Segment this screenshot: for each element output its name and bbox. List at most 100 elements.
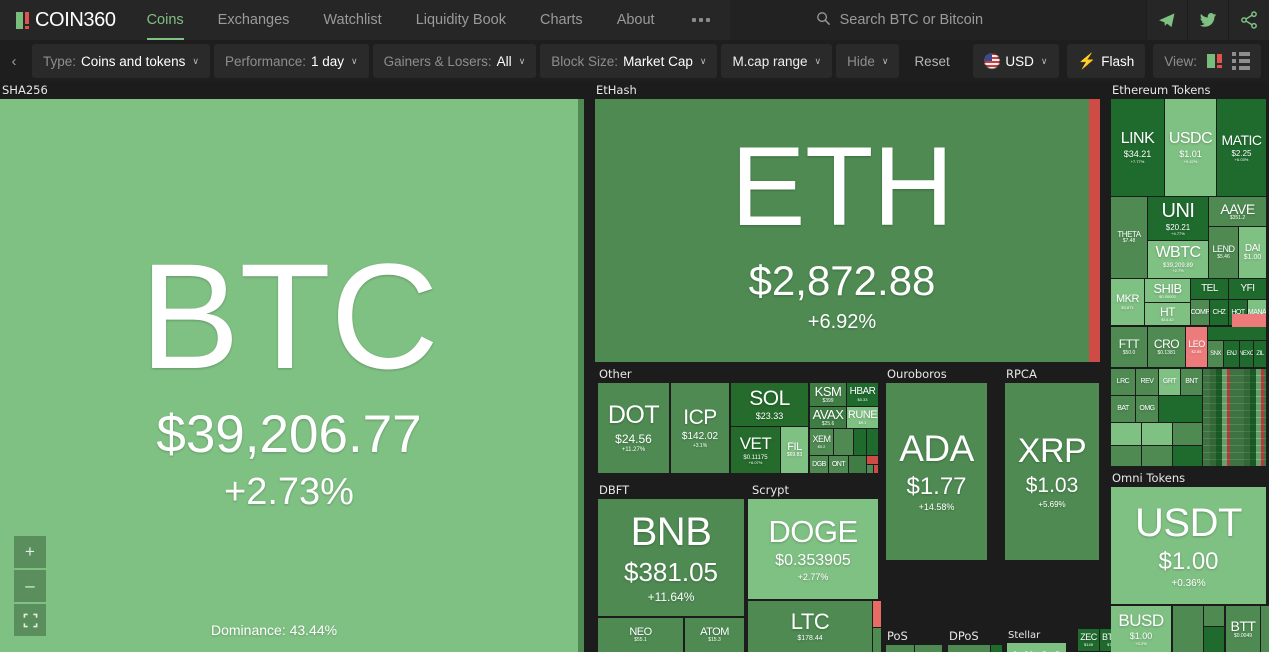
search-input[interactable]: Search BTC or Bitcoin	[729, 0, 1146, 40]
view-switcher[interactable]: View:	[1153, 44, 1261, 78]
tile-yfi[interactable]: YFI	[1229, 279, 1266, 299]
tile-eth-minor-d[interactable]	[1142, 423, 1172, 445]
tile-eth-minor-c[interactable]	[1111, 423, 1141, 445]
tile-sol[interactable]: SOL $23.33	[731, 383, 808, 426]
twitter-icon[interactable]	[1187, 0, 1228, 40]
filter-type[interactable]: Type: Coins and tokens ∨	[32, 44, 210, 78]
flash-button[interactable]: ⚡ Flash	[1066, 44, 1146, 78]
tile-ksm[interactable]: KSM $399	[810, 383, 846, 406]
tile-avax[interactable]: AVAX $25.6	[810, 407, 846, 428]
tile-bat[interactable]: BAT	[1111, 396, 1135, 422]
tile-grt[interactable]: GRT	[1159, 369, 1180, 395]
nav-item-about[interactable]: About	[600, 0, 672, 40]
tile-misc-g[interactable]	[874, 465, 878, 473]
tile-busd[interactable]: BUSD $1.00 +0.2%	[1111, 606, 1171, 652]
tile-eth-minor-red[interactable]	[1232, 314, 1266, 327]
tile-snx[interactable]: SNX	[1208, 341, 1223, 367]
tile-tel[interactable]: TEL	[1191, 279, 1228, 299]
tile-ont[interactable]: ONT	[829, 456, 848, 473]
tile-theta[interactable]: THETA $7.48	[1111, 197, 1147, 278]
tile-misc-c[interactable]	[867, 429, 878, 455]
tile-aave[interactable]: AAVE $351.2	[1209, 197, 1266, 226]
tile-vet[interactable]: VET $0.11175 +6.07%	[731, 427, 780, 473]
zoom-in-button[interactable]: +	[14, 536, 46, 568]
tile-icp[interactable]: ICP $142.02 +3.1%	[671, 383, 729, 473]
tile-dgb[interactable]: DGB	[810, 456, 828, 473]
tile-lend[interactable]: LEND $5.46	[1209, 227, 1238, 278]
tile-uni[interactable]: UNI $20.21 +4.77%	[1148, 197, 1208, 240]
fullscreen-button[interactable]	[14, 604, 46, 636]
tile-xtz[interactable]: XTZ $4.90	[886, 645, 914, 652]
tile-chz[interactable]: CHZ	[1210, 300, 1228, 325]
tile-wbtc[interactable]: WBTC $39,209.89 +2.7%	[1148, 241, 1208, 278]
tile-dot[interactable]: DOT $24.56 +11.27%	[598, 383, 669, 473]
tile-scrypt-minor-a[interactable]	[873, 601, 881, 627]
tile-shib[interactable]: SHIB $0.00002	[1145, 279, 1190, 302]
tile-nexo[interactable]: NEXO	[1240, 341, 1253, 367]
tile-ltc[interactable]: LTC $178.44	[748, 601, 872, 652]
tile-eth-minor-a[interactable]	[1208, 327, 1266, 340]
tile-rev[interactable]: REV	[1136, 369, 1158, 395]
tile-omni-minor-d[interactable]	[1261, 606, 1269, 652]
tile-zil[interactable]: ZIL	[1254, 341, 1266, 367]
tile-omni-minor-c[interactable]	[1204, 627, 1224, 652]
tile-fil[interactable]: FIL $69.83	[781, 427, 808, 473]
tile-ada[interactable]: ADA $1.77 +14.58%	[886, 383, 987, 560]
tile-zec[interactable]: ZEC $145	[1078, 629, 1099, 651]
logo[interactable]: COIN360	[0, 0, 130, 40]
tile-misc-d[interactable]	[849, 456, 866, 473]
nav-item-watchlist[interactable]: Watchlist	[306, 0, 398, 40]
share-icon[interactable]	[1228, 0, 1269, 40]
nav-item-charts[interactable]: Charts	[523, 0, 600, 40]
tile-eth-minor-e[interactable]	[1173, 423, 1202, 445]
tile-bnb[interactable]: BNB $381.05 +11.64%	[598, 499, 744, 616]
tile-eth[interactable]: ETH $2,872.88 +6.92%	[595, 99, 1089, 362]
tile-bnt[interactable]: BNT	[1181, 369, 1202, 395]
tile-xlm[interactable]: XLM $0.404305 +5.1%	[1007, 643, 1066, 652]
tile-misc-f[interactable]	[867, 465, 873, 473]
tile-misc-b[interactable]	[854, 429, 866, 455]
tile-eth-minor-g[interactable]	[1142, 446, 1172, 466]
tile-xem[interactable]: XEM $0.2	[810, 429, 833, 455]
tile-eth-minor-h[interactable]	[1173, 446, 1202, 466]
filter-mcap-range[interactable]: M.cap range ∨	[721, 44, 833, 78]
tile-algo[interactable]: ALGO $1.18	[915, 645, 942, 652]
tile-eth-minor-b[interactable]	[1159, 396, 1202, 422]
tile-omni-minor-b[interactable]	[1204, 606, 1224, 626]
tile-doge[interactable]: DOGE $0.353905 +2.77%	[748, 499, 878, 599]
tile-mkr[interactable]: MKR $3,871	[1111, 279, 1144, 325]
tile-xrp[interactable]: XRP $1.03 +5.69%	[1005, 383, 1099, 560]
filter-hide[interactable]: Hide ∨	[836, 44, 900, 78]
zoom-out-button[interactable]: –	[14, 570, 46, 602]
nav-item-coins[interactable]: Coins	[130, 0, 201, 40]
treemap-view-icon[interactable]	[1207, 54, 1222, 68]
tile-etc[interactable]	[1089, 99, 1100, 362]
tile-dpos-minor-a[interactable]	[991, 645, 1002, 652]
nav-item-liquidity-book[interactable]: Liquidity Book	[399, 0, 523, 40]
tile-ht[interactable]: HT $14.42	[1145, 303, 1190, 325]
tile-ftt[interactable]: FTT $50.0	[1111, 327, 1147, 367]
tile-btc[interactable]: BTC $39,206.77 +2.73%	[0, 99, 578, 652]
tile-misc-a[interactable]	[834, 429, 853, 455]
tile-bch[interactable]	[578, 99, 584, 652]
tile-enj[interactable]: ENJ	[1224, 341, 1239, 367]
tile-cro[interactable]: CRO $0.1381	[1148, 327, 1185, 367]
tile-dai[interactable]: DAI $1.00	[1239, 227, 1266, 278]
tile-usdc[interactable]: USDC $1.01 +0.42%	[1165, 99, 1216, 196]
tile-comp[interactable]: COMP	[1191, 300, 1209, 325]
filter-performance[interactable]: Performance: 1 day ∨	[213, 44, 369, 78]
tile-rune[interactable]: RUNE $9.1	[847, 407, 878, 428]
tile-btt[interactable]: BTT $0.0049	[1226, 606, 1260, 652]
tile-eos[interactable]: EOS $6.49	[948, 645, 990, 652]
tile-usdt[interactable]: USDT $1.00 +0.36%	[1111, 487, 1266, 604]
tile-eth-minor-f[interactable]	[1111, 446, 1141, 466]
tile-matic[interactable]: MATIC $2.25 +6.03%	[1217, 99, 1266, 196]
more-dots-icon[interactable]	[672, 0, 730, 40]
reset-button[interactable]: Reset	[903, 44, 960, 78]
tile-leo[interactable]: LEO $2.85	[1186, 327, 1207, 367]
filter-block-size[interactable]: Block Size: Market Cap ∨	[540, 44, 718, 78]
tile-hbar[interactable]: HBAR $0.33	[847, 383, 878, 406]
tile-scrypt-minor-b[interactable]	[873, 628, 881, 652]
nav-item-exchanges[interactable]: Exchanges	[201, 0, 307, 40]
list-view-icon[interactable]	[1232, 52, 1250, 70]
